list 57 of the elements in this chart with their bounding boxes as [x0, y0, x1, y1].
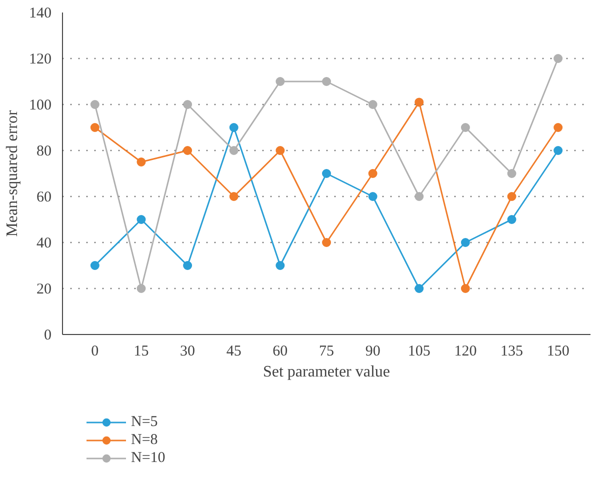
- point: [507, 215, 516, 224]
- point: [322, 77, 331, 86]
- legend-label: N=5: [131, 413, 158, 431]
- point: [507, 192, 516, 201]
- point: [322, 238, 331, 247]
- x-tick-label: 135: [500, 344, 524, 360]
- x-tick-label: 105: [408, 344, 430, 360]
- point: [322, 169, 331, 178]
- x-tick-label: 60: [272, 344, 288, 360]
- point: [554, 54, 563, 63]
- y-tick-label: 20: [36, 282, 52, 298]
- x-tick-label: 75: [319, 344, 334, 360]
- y-axis-title: Mean-squared error: [4, 110, 21, 237]
- point: [229, 192, 238, 201]
- point: [554, 146, 563, 155]
- point: [90, 100, 100, 109]
- point: [183, 261, 192, 270]
- x-tick-label: 120: [454, 344, 477, 360]
- y-tick-label: 60: [36, 190, 52, 206]
- point: [460, 123, 470, 132]
- point: [368, 100, 378, 109]
- y-tick-label: 140: [29, 6, 52, 22]
- point: [554, 123, 563, 132]
- y-tick-label: 40: [36, 236, 52, 252]
- point: [507, 169, 516, 178]
- point: [460, 238, 470, 247]
- y-tick-label: 80: [36, 144, 52, 160]
- y-tick-label: 0: [44, 328, 52, 344]
- point: [276, 77, 285, 86]
- point: [183, 146, 192, 155]
- x-axis-title: Set parameter value: [262, 364, 390, 380]
- y-tick-label: 120: [29, 52, 52, 68]
- point: [136, 284, 146, 293]
- point: [368, 169, 378, 178]
- point: [460, 284, 470, 293]
- point: [229, 146, 238, 155]
- point: [368, 192, 378, 201]
- x-tick-label: 30: [180, 344, 196, 360]
- x-tick-label: 15: [134, 344, 149, 360]
- point: [276, 146, 285, 155]
- point: [414, 192, 424, 201]
- point: [136, 158, 146, 166]
- point: [414, 98, 424, 107]
- point: [276, 261, 285, 270]
- point: [90, 123, 100, 132]
- x-tick-label: 150: [546, 344, 570, 360]
- legend-label: N=8: [131, 431, 158, 449]
- point: [183, 100, 192, 109]
- point: [414, 284, 424, 293]
- point: [229, 123, 238, 132]
- x-tick-label: 45: [226, 344, 242, 360]
- point: [90, 261, 100, 270]
- legend-label: N=10: [131, 449, 166, 467]
- point: [136, 215, 146, 224]
- x-tick-label: 0: [91, 344, 99, 360]
- y-tick-label: 100: [29, 98, 52, 114]
- x-tick-label: 90: [365, 344, 380, 360]
